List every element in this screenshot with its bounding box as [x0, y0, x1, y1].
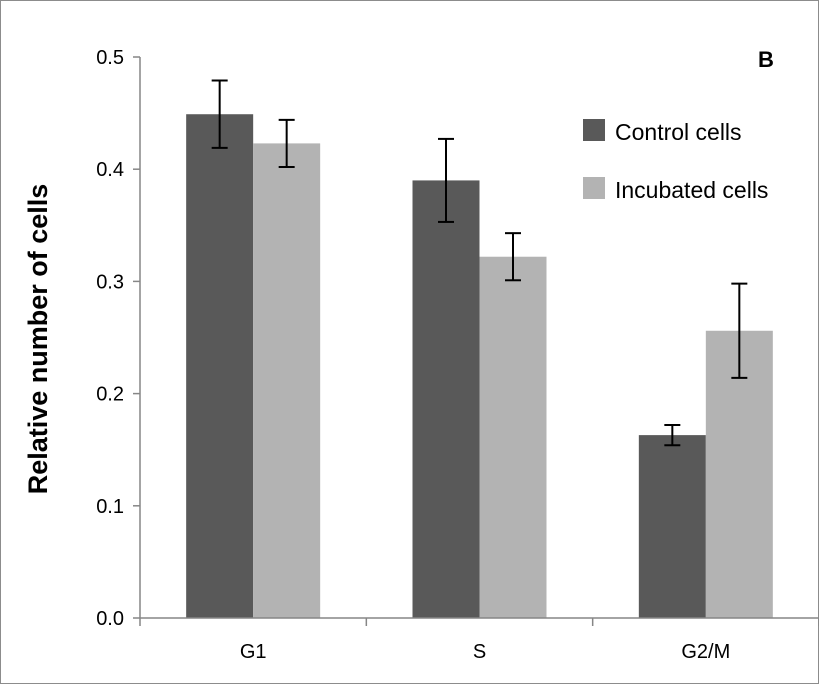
bar-control-cells-g2-m — [638, 435, 706, 618]
bar-control-cells-g1 — [186, 114, 254, 619]
bar-incubated-cells-s — [479, 256, 547, 618]
panel-label: B — [758, 47, 774, 72]
x-tick-label: G1 — [240, 641, 267, 663]
error-bar-control-cells-g1 — [211, 79, 228, 149]
y-tick-label: 0.4 — [96, 159, 124, 181]
bars-layer — [186, 114, 773, 619]
bar-incubated-cells-g1 — [253, 143, 321, 619]
legend-label-incubated-cells: Incubated cells — [615, 177, 768, 203]
x-tick-label: S — [473, 641, 486, 663]
error-bar-incubated-cells-g2-m — [731, 282, 748, 379]
y-tick-label: 0.5 — [96, 47, 124, 69]
error-bars-layer — [211, 79, 748, 447]
legend: Control cells Incubated cells — [583, 119, 768, 203]
error-bar-control-cells-s — [438, 137, 454, 223]
legend-label-control-cells: Control cells — [615, 119, 742, 145]
y-axis-label: Relative number of cells — [23, 184, 53, 495]
legend-swatch-control-cells — [583, 119, 605, 141]
axes-layer — [133, 56, 819, 626]
legend-swatch-incubated-cells — [583, 177, 605, 199]
y-tick-label: 0.2 — [96, 384, 124, 406]
error-bar-control-cells-g2-m — [664, 424, 681, 447]
x-tick-label: G2/M — [681, 641, 730, 663]
y-tick-label: 0.3 — [96, 271, 124, 293]
y-tick-label: 0.0 — [96, 608, 124, 630]
tick-labels-layer: 0.0 0.1 0.2 0.3 0.4 0.5 G1 S G2/M — [96, 47, 730, 663]
bar-control-cells-s — [412, 180, 480, 619]
error-bar-incubated-cells-g1 — [278, 118, 295, 168]
y-tick-label: 0.1 — [96, 496, 124, 518]
error-bar-incubated-cells-s — [505, 232, 521, 282]
